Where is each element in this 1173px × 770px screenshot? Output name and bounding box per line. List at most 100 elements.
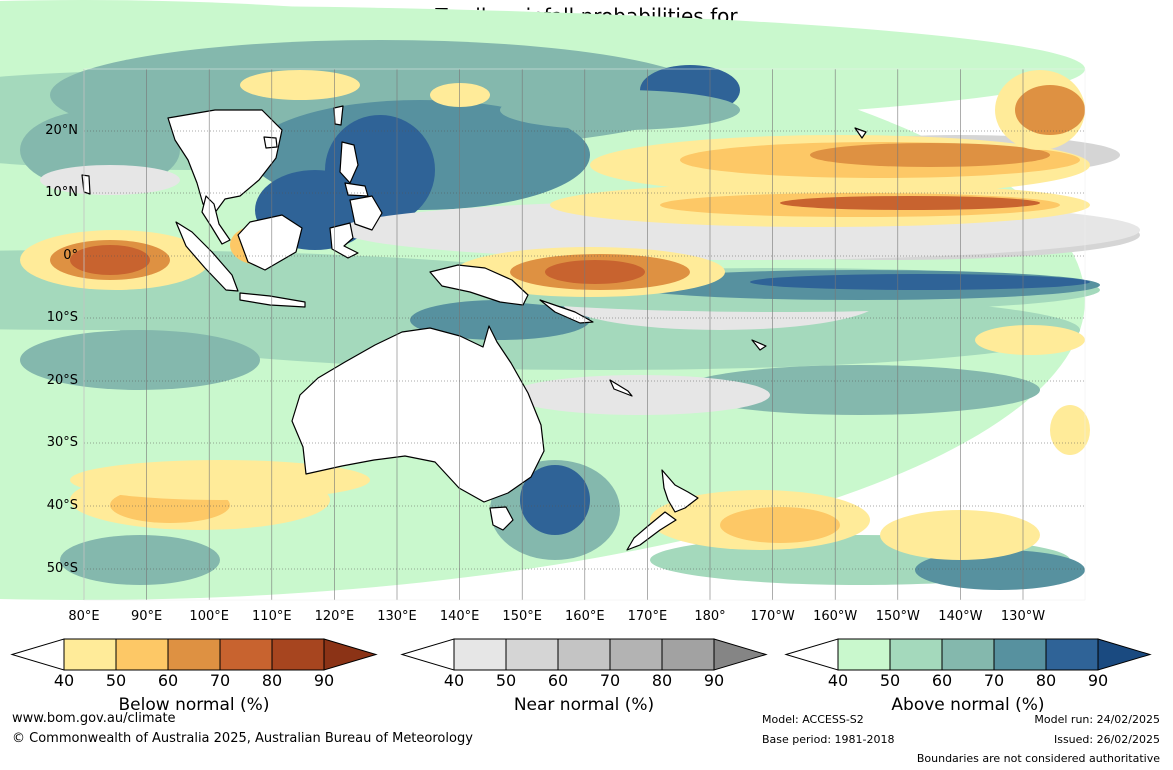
colorbar-tick-label: 60 <box>547 671 569 690</box>
probability-patch <box>500 90 740 130</box>
probability-patch <box>70 460 370 500</box>
colorbar-tick-label: 80 <box>1035 671 1057 690</box>
probability-patch <box>40 165 180 195</box>
probability-patch <box>880 510 1040 560</box>
probability-patch <box>510 375 770 415</box>
colorbar-below-segment <box>115 638 169 671</box>
colorbar-tick-label: 40 <box>827 671 849 690</box>
model-text: Model: ACCESS-S2 <box>762 713 864 726</box>
latitude-label: 10°S <box>46 310 78 325</box>
colorbar-tick-label: 90 <box>1087 671 1109 690</box>
colorbar-near-segment <box>557 638 611 671</box>
longitude-label: 170°W <box>750 609 795 624</box>
model-run-text: Model run: 24/02/2025 <box>1034 713 1160 726</box>
colorbar-title-above: Above normal (%) <box>891 695 1045 715</box>
landmass-hainan <box>263 136 278 149</box>
website-link[interactable]: www.bom.gov.au/climate <box>12 711 176 726</box>
longitude-label: 130°E <box>377 609 417 624</box>
landmass-taiwan <box>333 105 344 126</box>
colorbar-above-segment <box>889 638 943 671</box>
probability-patch <box>975 325 1085 355</box>
probability-patch <box>60 535 220 585</box>
colorbar-above-segment <box>993 638 1047 671</box>
longitude-label: 140°E <box>439 609 480 624</box>
landmass-java <box>239 292 306 308</box>
colorbar-tick-label: 50 <box>495 671 517 690</box>
colorbar-near-segment <box>661 638 715 671</box>
colorbar-title-near: Near normal (%) <box>513 695 655 715</box>
landmass-philippines-luzon <box>339 141 359 184</box>
longitude-label: 140°W <box>938 609 983 624</box>
colorbar-above-low-arrow <box>784 638 839 671</box>
probability-patch <box>680 365 1040 415</box>
probability-patch <box>20 330 260 390</box>
probability-patch <box>520 465 590 535</box>
longitude-label: 110°E <box>252 609 292 624</box>
colorbar-tick-label: 70 <box>209 671 231 690</box>
latitude-label: 40°S <box>46 498 78 513</box>
colorbar-tick-label: 40 <box>443 671 465 690</box>
colorbar-near-segment <box>453 638 507 671</box>
colorbar-tick-label: 80 <box>261 671 283 690</box>
latitude-label: 10°N <box>45 185 78 200</box>
landmass-solomon-islands <box>539 299 594 324</box>
probability-patch <box>410 300 590 340</box>
latitude-label: 50°S <box>46 561 78 576</box>
longitude-label: 150°W <box>875 609 920 624</box>
landmass-australia <box>291 325 545 503</box>
disclaimer-text: Boundaries are not considered authoritat… <box>916 752 1160 765</box>
latitude-label: 20°S <box>46 373 78 388</box>
colorbar-title-below: Below normal (%) <box>118 695 270 715</box>
landmass-fiji <box>751 339 767 351</box>
colorbar-below-segment <box>219 638 273 671</box>
landmass-tasmania <box>489 506 514 531</box>
probability-patch <box>915 550 1085 590</box>
colorbar-tick-label: 70 <box>983 671 1005 690</box>
longitude-label: 80°E <box>68 609 100 624</box>
colorbar-above-segment <box>941 638 995 671</box>
colorbar-near-high-arrow <box>713 638 768 671</box>
map-frame <box>83 68 1086 601</box>
latitude-label: 30°S <box>46 435 78 450</box>
colorbar-below-high-arrow <box>323 638 378 671</box>
landmass-indochina <box>167 109 283 215</box>
latitude-label: 20°N <box>45 123 78 138</box>
colorbar-tick-label: 90 <box>313 671 335 690</box>
probability-patch <box>430 83 490 107</box>
colorbar-tick-label: 50 <box>105 671 127 690</box>
longitude-label: 180° <box>694 609 726 624</box>
colorbar-near-segment <box>609 638 663 671</box>
longitude-label: 150°E <box>502 609 542 624</box>
colorbar-tick-label: 50 <box>879 671 901 690</box>
colorbar-tick-label: 60 <box>157 671 179 690</box>
colorbar-above-segment <box>837 638 891 671</box>
landmass-new-guinea <box>429 264 529 306</box>
colorbar-above-high-arrow <box>1097 638 1152 671</box>
colorbar-near-segment <box>505 638 559 671</box>
colorbars <box>10 638 1152 671</box>
longitude-label: 90°E <box>130 609 163 624</box>
probability-patch <box>1050 405 1090 455</box>
longitude-label: 130°W <box>1000 609 1046 624</box>
landmass-nz-south <box>626 511 677 551</box>
landmass-philippines-central <box>344 182 369 197</box>
longitude-label: 170°E <box>627 609 668 624</box>
probability-patch <box>70 245 150 275</box>
colorbar-below-segment <box>167 638 221 671</box>
latitude-label: 0° <box>63 248 78 263</box>
colorbar-above-segment <box>1045 638 1099 671</box>
colorbar-tick-label: 60 <box>931 671 953 690</box>
landmass-sumatra <box>175 221 239 292</box>
copyright-text: © Commonwealth of Australia 2025, Austra… <box>12 731 473 746</box>
colorbar-tick-label: 80 <box>651 671 673 690</box>
colorbar-tick-label: 90 <box>703 671 725 690</box>
landmass-philippines-mindanao <box>349 195 383 231</box>
colorbar-tick-label: 70 <box>599 671 621 690</box>
probability-patch <box>1015 85 1085 135</box>
probability-patch <box>810 143 1050 167</box>
colorbar-near-low-arrow <box>400 638 455 671</box>
longitude-label: 120°E <box>314 609 355 624</box>
issued-text: Issued: 26/02/2025 <box>1053 733 1160 746</box>
landmass-nz-north <box>661 469 699 513</box>
